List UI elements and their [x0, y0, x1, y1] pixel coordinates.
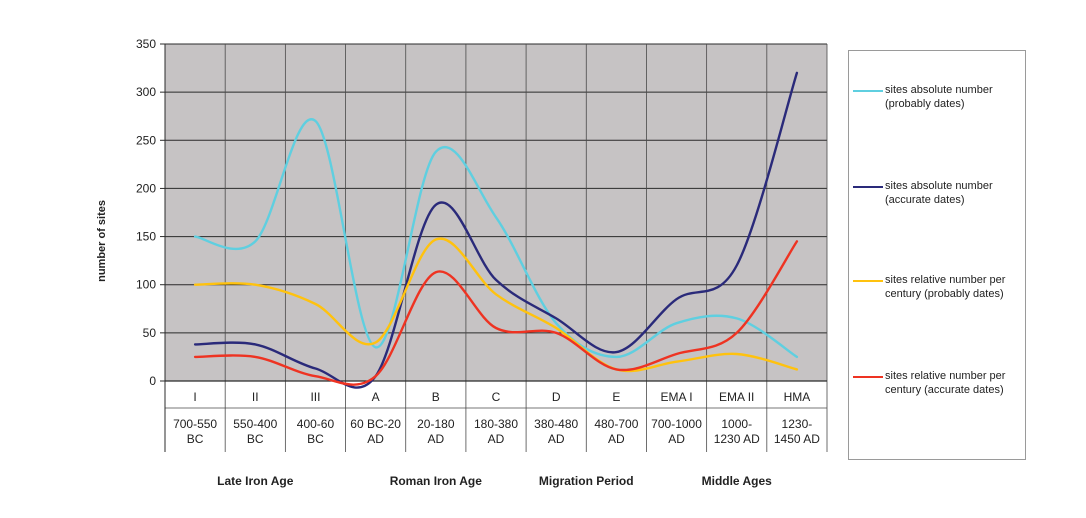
category-range-label: AD	[668, 432, 685, 446]
legend: sites absolute number (probably dates) si…	[848, 50, 1026, 460]
category-code: EMA I	[661, 390, 693, 404]
category-range-label: AD	[427, 432, 444, 446]
legend-swatch	[853, 376, 883, 378]
category-range-label: 180-380	[474, 417, 518, 431]
category-range-label: 1000-	[721, 417, 752, 431]
category-code: HMA	[784, 390, 811, 404]
y-tick-label: 150	[136, 230, 156, 244]
series-line-1	[193, 118, 799, 359]
period-labels: Late Iron Age Roman Iron Age Migration Per…	[217, 474, 772, 488]
y-tick-label: 0	[149, 374, 156, 388]
category-code: II	[252, 390, 259, 404]
category-code: D	[552, 390, 561, 404]
legend-label: sites relative number per century (proba…	[885, 274, 1006, 300]
legend-swatch	[853, 280, 883, 282]
category-range-label: 1450 AD	[774, 432, 820, 446]
legend-label: sites absolute number (probably dates)	[885, 84, 993, 110]
category-range-label: 380-480	[534, 417, 578, 431]
category-code: E	[612, 390, 620, 404]
category-range-label: 20-180	[417, 417, 455, 431]
category-code: A	[372, 390, 380, 404]
legend-swatch	[853, 90, 883, 92]
legend-item: sites relative number per century (accur…	[849, 369, 1027, 429]
plot-area	[165, 44, 827, 381]
series-line-4	[193, 240, 799, 386]
period-label: Roman Iron Age	[390, 474, 483, 488]
category-range-label: BC	[187, 432, 204, 446]
y-tick-label: 100	[136, 278, 156, 292]
legend-label: sites absolute number (accurate dates)	[885, 180, 993, 206]
category-range-label: 1230-	[782, 417, 813, 431]
period-label: Migration Period	[539, 474, 634, 488]
category-range-label: AD	[608, 432, 625, 446]
category-range-label: AD	[488, 432, 505, 446]
period-label: Middle Ages	[702, 474, 773, 488]
y-axis-ticks: 0 50 100 150 200 250 300 350	[136, 37, 166, 452]
category-range-label: BC	[307, 432, 324, 446]
period-label: Late Iron Age	[217, 474, 294, 488]
series-line-3	[193, 237, 799, 373]
legend-item: sites relative number per century (proba…	[849, 273, 1027, 333]
series-lines	[193, 71, 799, 389]
y-tick-label: 350	[136, 37, 156, 51]
category-code: C	[492, 390, 501, 404]
y-axis-label: number of sites	[96, 200, 108, 282]
category-range-label: 550-400	[233, 417, 277, 431]
y-tick-label: 250	[136, 133, 156, 147]
category-range-label: 1230 AD	[714, 432, 760, 446]
category-range-label: 700-550	[173, 417, 217, 431]
category-range-label: 60 BC-20	[350, 417, 401, 431]
y-tick-label: 200	[136, 181, 156, 195]
category-range-label: 700-1000	[651, 417, 702, 431]
y-tick-label: 300	[136, 85, 156, 99]
category-range-label: AD	[367, 432, 384, 446]
legend-item: sites absolute number (accurate dates)	[849, 179, 1027, 239]
category-code: III	[310, 390, 320, 404]
category-code: B	[432, 390, 440, 404]
category-range-label: AD	[548, 432, 565, 446]
series-line-2	[193, 71, 799, 389]
category-range-label: BC	[247, 432, 264, 446]
legend-label: sites relative number per century (accur…	[885, 370, 1006, 396]
y-tick-label: 50	[143, 326, 157, 340]
category-code: EMA II	[719, 390, 754, 404]
legend-swatch	[853, 186, 883, 188]
category-range-label: 400-60	[297, 417, 335, 431]
legend-item: sites absolute number (probably dates)	[849, 83, 1027, 143]
category-range-label: 480-700	[594, 417, 638, 431]
category-code: I	[193, 390, 196, 404]
